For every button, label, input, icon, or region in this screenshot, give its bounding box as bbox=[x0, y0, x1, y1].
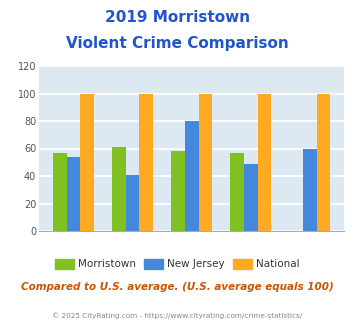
Bar bbox=[303, 148, 317, 231]
Bar bbox=[230, 152, 244, 231]
Bar bbox=[198, 93, 212, 231]
Bar bbox=[185, 121, 198, 231]
Bar bbox=[258, 93, 271, 231]
Bar bbox=[244, 164, 258, 231]
Bar bbox=[112, 147, 126, 231]
Text: Violent Crime Comparison: Violent Crime Comparison bbox=[66, 36, 289, 51]
Legend: Morristown, New Jersey, National: Morristown, New Jersey, National bbox=[51, 254, 304, 273]
Bar bbox=[126, 175, 139, 231]
Bar bbox=[317, 93, 331, 231]
Bar bbox=[80, 93, 94, 231]
Text: Compared to U.S. average. (U.S. average equals 100): Compared to U.S. average. (U.S. average … bbox=[21, 282, 334, 292]
Bar bbox=[139, 93, 153, 231]
Text: © 2025 CityRating.com - https://www.cityrating.com/crime-statistics/: © 2025 CityRating.com - https://www.city… bbox=[53, 312, 302, 318]
Bar bbox=[53, 152, 66, 231]
Bar bbox=[66, 157, 80, 231]
Text: 2019 Morristown: 2019 Morristown bbox=[105, 10, 250, 25]
Bar bbox=[171, 151, 185, 231]
